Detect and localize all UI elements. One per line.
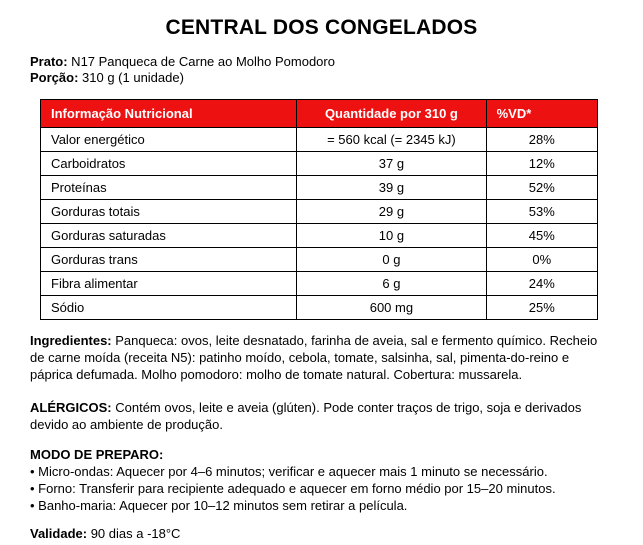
nutrient-quantity: 600 mg <box>296 295 487 320</box>
nutrient-vd: 25% <box>485 295 599 320</box>
header-cell-info: Informação Nutricional <box>39 99 298 128</box>
table-row: Gorduras trans 0 g 0% <box>39 247 599 272</box>
nutrient-quantity: 6 g <box>296 271 487 296</box>
nutrient-name: Gorduras trans <box>39 247 298 272</box>
preparation-heading: MODO DE PREPARO: <box>30 447 164 462</box>
nutrient-vd: 28% <box>485 127 599 152</box>
ingredients-label: Ingredientes: <box>30 333 112 348</box>
porcao-label: Porção: <box>30 70 79 85</box>
nutrition-table: Informação Nutricional Quantidade por 31… <box>39 99 599 320</box>
nutrition-table-header-row: Informação Nutricional Quantidade por 31… <box>39 99 599 128</box>
nutrient-name: Gorduras saturadas <box>39 223 298 248</box>
nutrient-name: Valor energético <box>39 127 298 152</box>
preparation-item-microwave: • Micro-ondas: Aquecer por 4–6 minutos; … <box>30 464 548 479</box>
allergens-paragraph: ALÉRGICOS: Contém ovos, leite e aveia (g… <box>30 399 613 433</box>
allergens-label: ALÉRGICOS: <box>30 400 112 415</box>
nutrient-vd: 53% <box>485 199 599 224</box>
nutrient-vd: 24% <box>485 271 599 296</box>
nutrient-quantity: 37 g <box>296 151 487 176</box>
field-prato: Prato: N17 Panqueca de Carne ao Molho Po… <box>30 54 613 70</box>
allergens-text: Contém ovos, leite e aveia (glúten). Pod… <box>30 400 582 432</box>
nutrient-name: Sódio <box>39 295 298 320</box>
nutrient-quantity: 10 g <box>296 223 487 248</box>
header-cell-vd: %VD* <box>485 99 599 128</box>
field-porcao: Porção: 310 g (1 unidade) <box>30 70 613 86</box>
nutrient-vd: 12% <box>485 151 599 176</box>
page-title: CENTRAL DOS CONGELADOS <box>165 16 478 39</box>
table-row: Proteínas 39 g 52% <box>39 175 599 200</box>
prato-value: N17 Panqueca de Carne ao Molho Pomodoro <box>67 54 335 69</box>
nutrient-vd: 52% <box>485 175 599 200</box>
nutrient-quantity: = 560 kcal (= 2345 kJ) <box>296 127 487 152</box>
product-info: Prato: N17 Panqueca de Carne ao Molho Po… <box>30 54 613 86</box>
preparation-section: MODO DE PREPARO: • Micro-ondas: Aquecer … <box>30 446 613 514</box>
preparation-item-bainmarie: • Banho-maria: Aquecer por 10–12 minutos… <box>30 498 408 513</box>
validity-line: Validade: 90 dias a -18°C <box>30 525 613 542</box>
table-row: Gorduras totais 29 g 53% <box>39 199 599 224</box>
header-cell-quantity: Quantidade por 310 g <box>296 99 487 128</box>
table-row: Gorduras saturadas 10 g 45% <box>39 223 599 248</box>
ingredients-paragraph: Ingredientes: Panqueca: ovos, leite desn… <box>30 332 613 383</box>
nutrient-quantity: 29 g <box>296 199 487 224</box>
nutrient-vd: 0% <box>485 247 599 272</box>
nutrient-name: Carboidratos <box>39 151 298 176</box>
table-row: Valor energético = 560 kcal (= 2345 kJ) … <box>39 127 599 152</box>
nutrient-name: Gorduras totais <box>39 199 298 224</box>
nutrient-name: Proteínas <box>39 175 298 200</box>
ingredients-text: Panqueca: ovos, leite desnatado, farinha… <box>30 333 598 382</box>
preparation-item-oven: • Forno: Transferir para recipiente adeq… <box>30 481 556 496</box>
table-row: Carboidratos 37 g 12% <box>39 151 599 176</box>
table-row: Fibra alimentar 6 g 24% <box>39 271 599 296</box>
nutrient-quantity: 0 g <box>296 247 487 272</box>
validity-label: Validade: <box>30 526 88 541</box>
nutrient-quantity: 39 g <box>296 175 487 200</box>
porcao-value: 310 g (1 unidade) <box>78 70 184 85</box>
nutrient-vd: 45% <box>485 223 599 248</box>
validity-value: 90 dias a -18°C <box>87 526 181 541</box>
prato-label: Prato: <box>30 54 68 69</box>
table-row: Sódio 600 mg 25% <box>39 295 599 320</box>
nutrient-name: Fibra alimentar <box>39 271 298 296</box>
